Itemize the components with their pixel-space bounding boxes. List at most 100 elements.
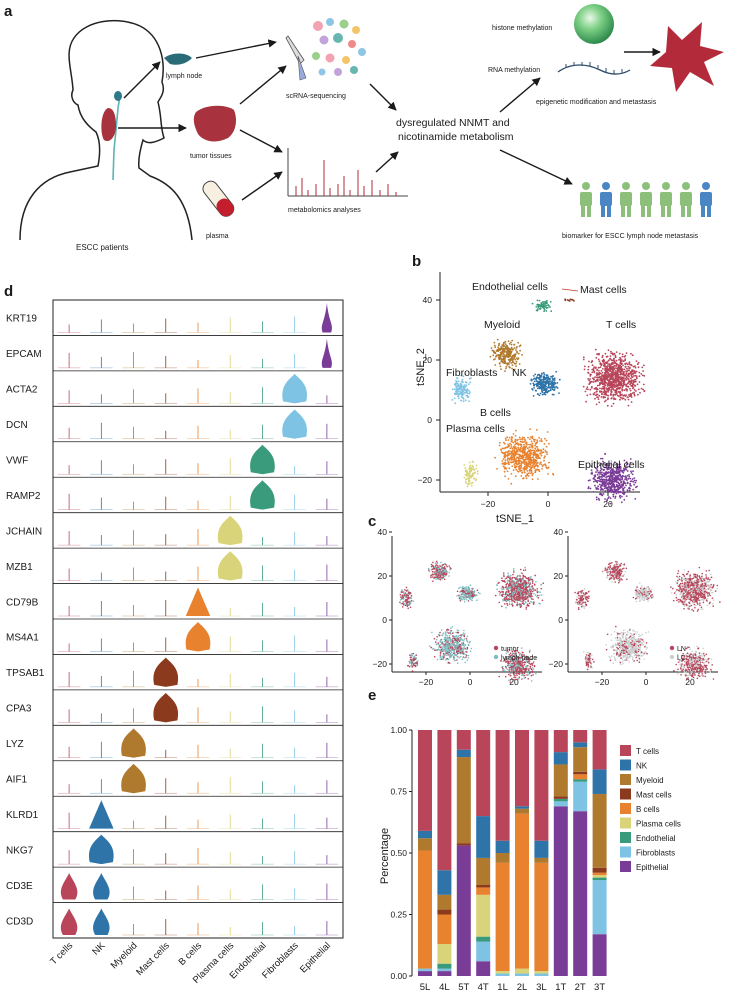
bar-segment xyxy=(593,769,607,794)
scrna-label: scRNA-sequencing xyxy=(286,93,346,100)
cell-type-label: T cells xyxy=(48,940,75,967)
biomarker-people-icon xyxy=(580,182,712,217)
violin-row: CD79B xyxy=(6,588,343,619)
bar-segment xyxy=(573,747,587,772)
legend-swatch xyxy=(620,774,631,785)
bar-segment xyxy=(437,895,451,910)
bar-segment xyxy=(418,730,432,831)
rna-label: RNA methylation xyxy=(488,67,540,74)
histone-label: histone methylation xyxy=(492,25,552,32)
gene-label: CPA3 xyxy=(6,704,32,715)
violin-row: VWF xyxy=(6,445,343,477)
bar-segment xyxy=(476,942,490,962)
violin-row: EPCAM xyxy=(6,338,343,370)
tsne-y-tick: 0 xyxy=(382,615,387,625)
bar-x-label: 5L xyxy=(420,982,431,993)
bar-x-label: 1L xyxy=(497,982,508,993)
violin-shape xyxy=(250,480,275,509)
biomarker-label: biomarker for ESCC lymph node metastasis xyxy=(562,233,699,240)
bar-segment xyxy=(593,934,607,976)
legend-swatch xyxy=(620,861,631,872)
tsne-y-tick: 20 xyxy=(378,571,388,581)
bar-segment xyxy=(554,764,568,796)
violin-row: CD3D xyxy=(6,909,343,938)
bar-segment xyxy=(534,858,548,863)
dysregulated-line-2: nicotinamide metabolism xyxy=(398,131,514,143)
tsne-x-tick: 20 xyxy=(603,499,613,509)
panel-a-letter: a xyxy=(4,3,13,20)
bar-segment xyxy=(515,809,529,814)
legend-label: Epithelial xyxy=(636,863,669,872)
bar-segment xyxy=(476,961,490,976)
violin-row: DCN xyxy=(6,409,343,441)
bar-segment xyxy=(593,875,607,877)
tsne-x-tick: −20 xyxy=(419,677,434,687)
dysregulated-line-1: dysregulated NNMT and xyxy=(396,117,510,129)
bar-segment xyxy=(554,796,568,798)
gene-label: EPCAM xyxy=(6,349,42,360)
person-icon xyxy=(600,182,612,217)
legend-swatch xyxy=(620,847,631,858)
tumor-shape xyxy=(101,108,116,141)
bar-segment xyxy=(418,838,432,850)
bar-segment xyxy=(476,816,490,858)
bar-segment xyxy=(593,878,607,880)
bar-segment xyxy=(476,895,490,937)
bar-segment xyxy=(573,742,587,747)
legend-swatch xyxy=(620,818,631,829)
violin-shape xyxy=(153,693,178,722)
bar-segment xyxy=(457,846,471,976)
person-icon xyxy=(620,182,632,217)
violin-shape xyxy=(322,338,332,367)
cell-type-label: Myeloid xyxy=(109,940,140,971)
tsne-points xyxy=(399,561,544,683)
gene-label: TPSAB1 xyxy=(6,668,45,679)
bar-segment xyxy=(554,806,568,976)
person-icon xyxy=(580,182,592,217)
bar-segment xyxy=(476,887,490,894)
legend-label: NK xyxy=(636,762,648,771)
legend-swatch xyxy=(620,803,631,814)
violin-shape xyxy=(250,445,275,474)
bar-segment xyxy=(457,843,471,845)
gene-label: CD79B xyxy=(6,597,39,608)
metabolomics-label: metabolomics analyses xyxy=(288,207,361,214)
epigenetic-label: epigenetic modification and metastasis xyxy=(536,99,657,106)
tsne-legend-label: lymph node xyxy=(501,655,537,662)
bar-segment xyxy=(515,730,529,806)
legend-swatch xyxy=(620,760,631,771)
bar-segment xyxy=(437,915,451,945)
cluster-label: Myeloid xyxy=(484,319,520,331)
panel-d-letter: d xyxy=(4,283,13,300)
tsne-legend-label: LN⁺ xyxy=(677,646,690,653)
legend-label: Fibroblasts xyxy=(636,849,675,858)
lymph-node-icon xyxy=(164,54,192,65)
violin-shape xyxy=(61,909,78,935)
legend-swatch xyxy=(620,789,631,800)
violin-row: LYZ xyxy=(6,728,343,760)
legend-swatch xyxy=(620,832,631,843)
tsne-y-tick: 20 xyxy=(554,571,564,581)
bar-segment xyxy=(437,944,451,964)
tsne-y-tick: 40 xyxy=(554,527,564,537)
violin-row: MZB1 xyxy=(6,551,343,583)
bar-segment xyxy=(437,730,451,870)
legend-label: Myeloid xyxy=(636,776,664,785)
bar-segment xyxy=(476,885,490,887)
metabolomics-spectrum-icon xyxy=(288,148,408,196)
cluster-label: Fibroblasts xyxy=(446,367,497,379)
violin-shape xyxy=(153,657,178,686)
bar-segment xyxy=(515,814,529,969)
bar-x-label: 4L xyxy=(439,982,450,993)
tsne-y-tick: 40 xyxy=(423,295,433,305)
cluster-label: Mast cells xyxy=(580,284,627,296)
bar-segment xyxy=(476,858,490,885)
cluster-label: NK xyxy=(512,367,527,379)
bar-y-tick: 0.25 xyxy=(390,910,407,920)
cluster-label: Epithelial cells xyxy=(578,459,645,471)
bar-segment xyxy=(573,774,587,779)
